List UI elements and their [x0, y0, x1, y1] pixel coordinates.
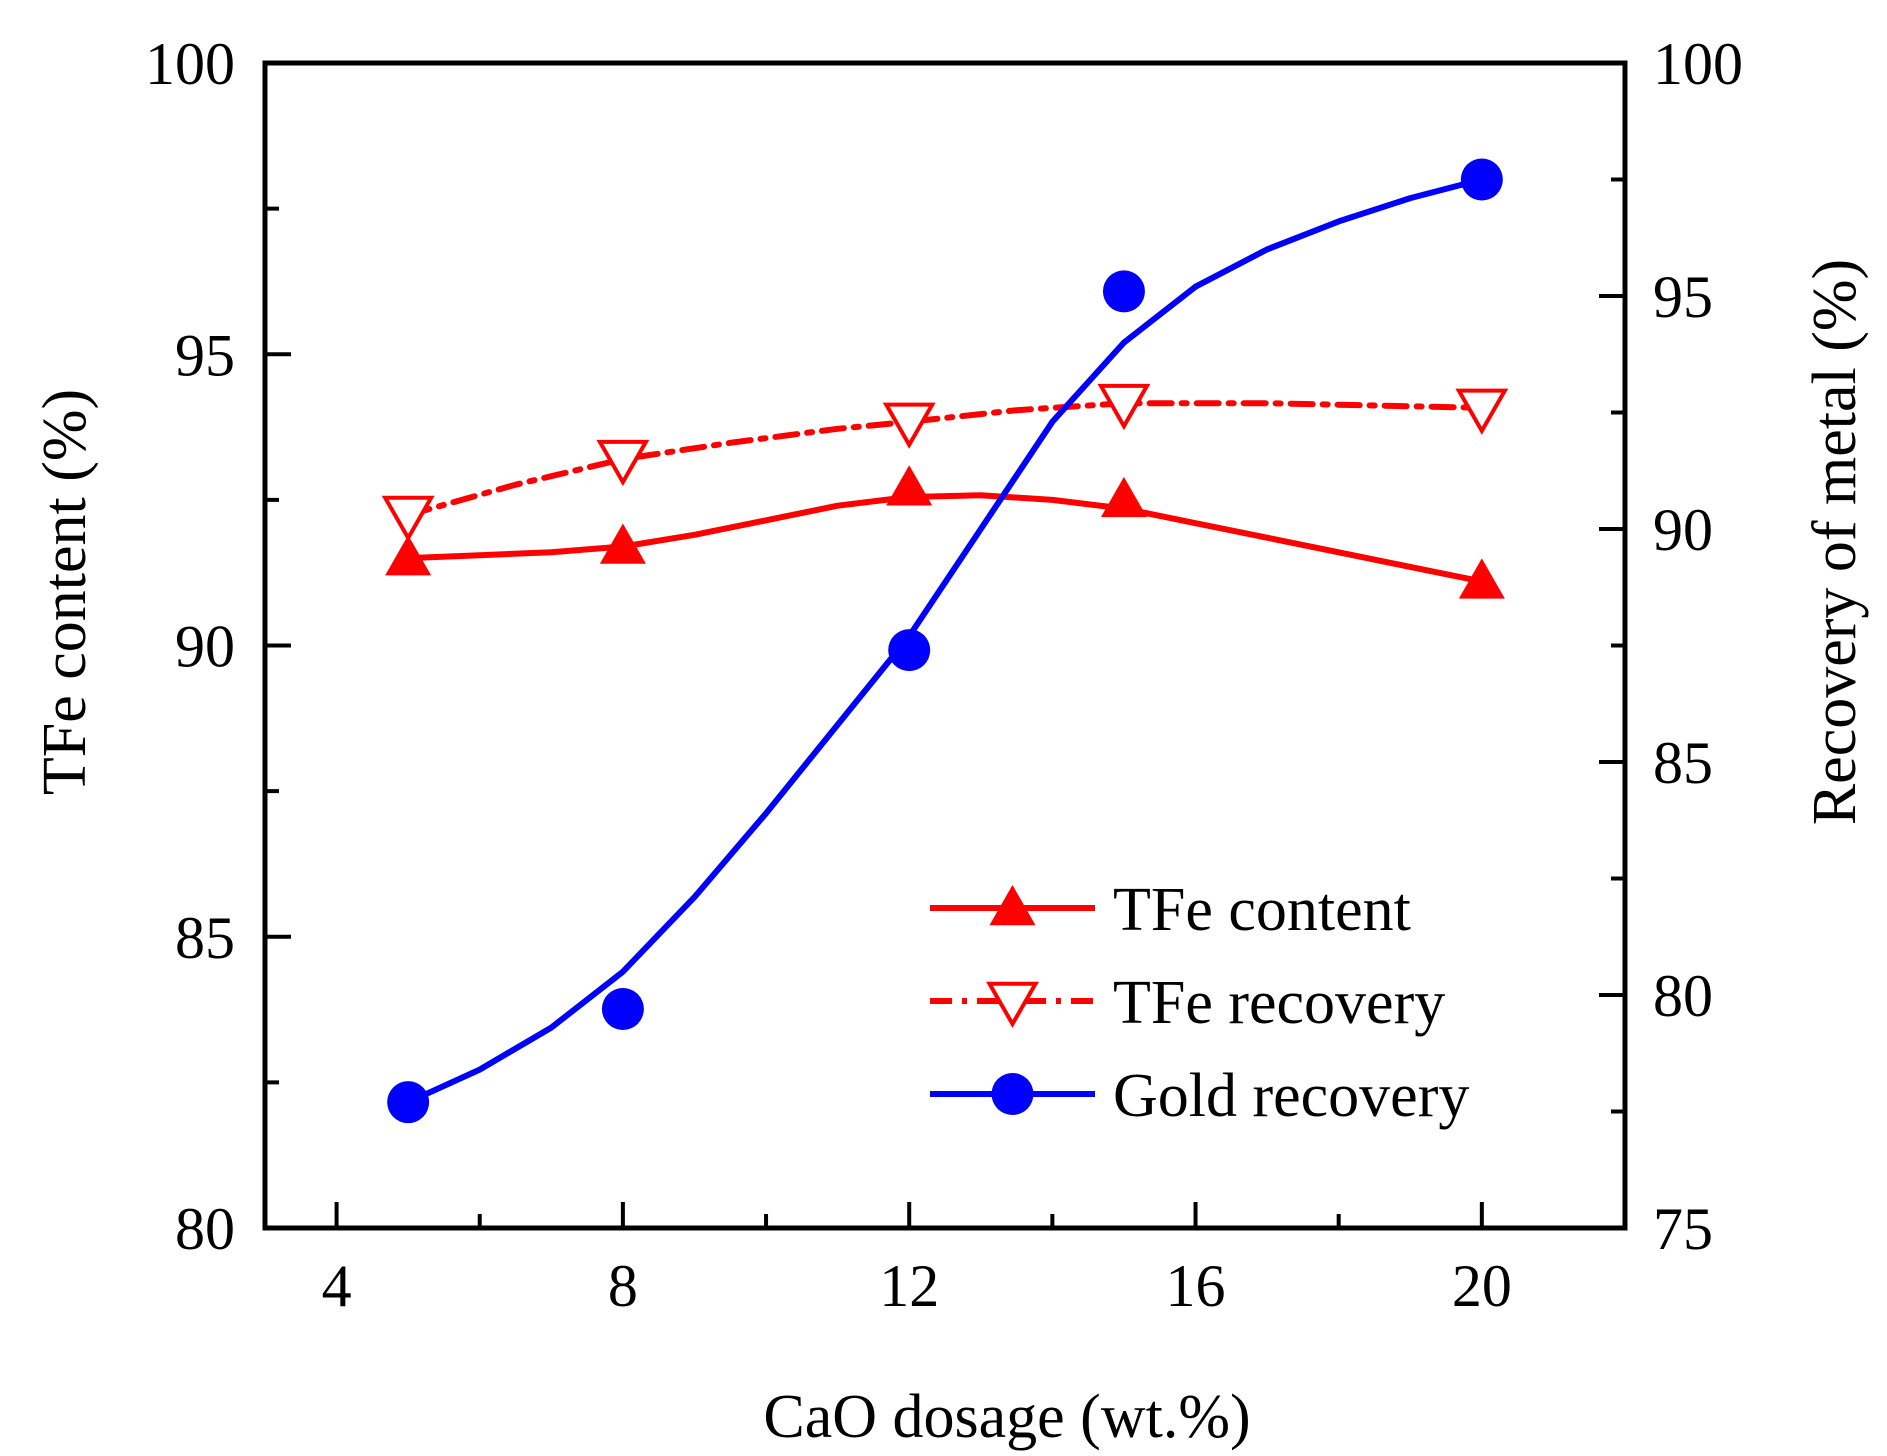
y-left-tick-label: 85	[175, 905, 235, 971]
x-tick-label: 16	[1166, 1253, 1226, 1319]
data-point-gold-recovery	[888, 629, 931, 672]
series-line-tfe-content	[405, 492, 1485, 585]
data-point-tfe-recovery	[381, 495, 435, 543]
axes: 4 8 12 16 20 80 85 90 95 100 75 80 85 90 95 100	[145, 31, 1743, 1319]
y-right-axis-label: Recovery of metal (%)	[1801, 259, 1869, 825]
data-point-tfe-content	[1100, 476, 1147, 518]
x-tick-label: 20	[1452, 1253, 1512, 1319]
legend-label-tfe-recovery: TFe recovery	[1113, 969, 1445, 1037]
legend-label-gold-recovery: Gold recovery	[1113, 1062, 1469, 1130]
y-right-tick-label: 95	[1653, 264, 1713, 330]
y-right-tick-label: 75	[1653, 1196, 1713, 1262]
x-tick-label: 4	[322, 1253, 352, 1319]
y-right-tick-label: 90	[1653, 497, 1713, 563]
data-point-gold-recovery	[1460, 158, 1503, 201]
data-point-tfe-content	[599, 523, 646, 564]
y-right-tick-label: 100	[1653, 31, 1743, 97]
data-point-tfe-recovery	[1097, 383, 1151, 431]
series-line-gold-recovery	[405, 176, 1485, 1106]
y-left-axis-label: TFe content (%)	[31, 389, 99, 795]
legend: TFe content TFe recovery Gold recovery	[930, 876, 1469, 1130]
series-line-tfe-recovery	[405, 400, 1485, 518]
x-axis-label: CaO dosage (wt.%)	[763, 1383, 1250, 1451]
series-lines	[405, 176, 1485, 1106]
legend-marker-tfe-recovery	[986, 981, 1039, 1029]
data-point-tfe-recovery	[882, 402, 936, 449]
x-tick-label: 12	[879, 1253, 939, 1319]
data-point-tfe-recovery	[596, 439, 650, 487]
data-point-tfe-recovery	[1455, 388, 1509, 435]
y-right-tick-label: 85	[1653, 730, 1713, 796]
data-point-gold-recovery	[1102, 270, 1145, 313]
y-left-tick-label: 90	[175, 614, 235, 680]
y-left-tick-label: 80	[175, 1196, 235, 1262]
data-point-gold-recovery	[387, 1081, 430, 1124]
y-left-tick-label: 95	[175, 322, 235, 388]
data-point-tfe-content	[1458, 558, 1505, 599]
data-point-tfe-content	[886, 465, 933, 506]
y-left-tick-label: 100	[145, 31, 235, 97]
data-point-gold-recovery	[601, 987, 644, 1030]
data-point-tfe-content	[385, 535, 432, 576]
legend-marker-gold-recovery	[991, 1073, 1034, 1115]
legend-marker-tfe-content	[989, 885, 1036, 926]
series-markers	[381, 158, 1509, 1124]
x-tick-label: 8	[608, 1253, 638, 1319]
legend-label-tfe-content: TFe content	[1113, 876, 1411, 944]
y-right-tick-label: 80	[1653, 963, 1713, 1029]
plot-frame	[262, 60, 1628, 1231]
